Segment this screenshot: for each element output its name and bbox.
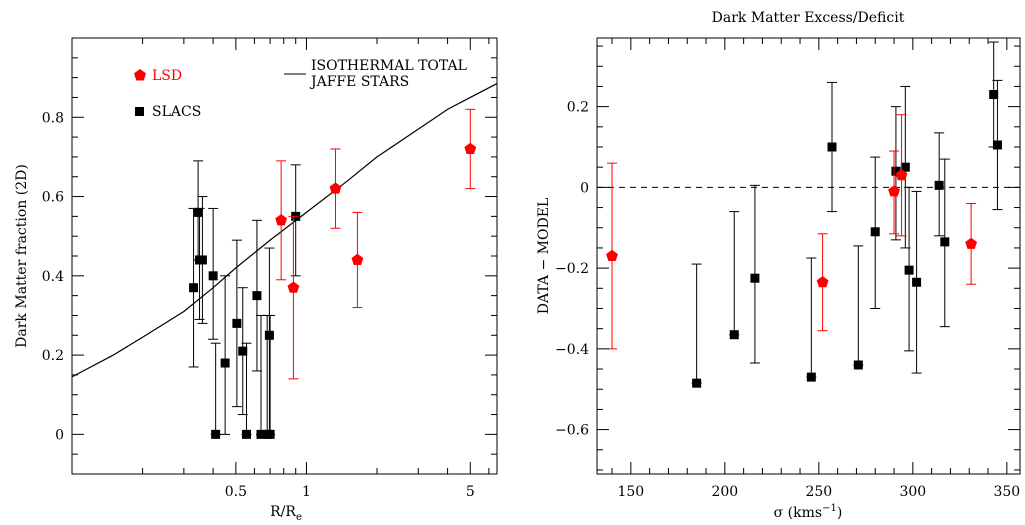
left-lsd-point xyxy=(329,182,342,194)
left-slacs-point xyxy=(252,291,262,301)
right-slacs-point xyxy=(827,142,837,152)
legend-model-label-2: JAFFE STARS xyxy=(309,74,409,90)
left-slacs-point xyxy=(208,271,218,281)
right-lsd-point xyxy=(895,169,908,181)
right-y-tick-label: −0.2 xyxy=(555,261,589,277)
left-x-tick-label: 1 xyxy=(302,484,311,500)
right-y-tick-label: −0.4 xyxy=(555,342,589,358)
right-y-tick-label: −0.6 xyxy=(555,423,589,439)
right-chart-title: Dark Matter Excess/Deficit xyxy=(712,10,905,26)
left-lsd-point xyxy=(464,142,477,154)
left-y-tick-label: 0.6 xyxy=(42,190,64,206)
legend-slacs-label: SLACS xyxy=(152,104,201,120)
left-slacs-point xyxy=(241,429,251,439)
legend-model-label-1: ISOTHERMAL TOTAL xyxy=(311,58,467,74)
right-slacs-point xyxy=(989,90,999,100)
left-slacs-point xyxy=(256,429,266,439)
left-slacs-point xyxy=(197,255,207,265)
left-slacs-point xyxy=(232,318,242,328)
right-x-axis-title: σ (kms−1) xyxy=(774,503,843,521)
right-x-tick-label: 150 xyxy=(617,484,644,500)
right-x-axis-title-end: ) xyxy=(837,505,842,521)
right-lsd-point xyxy=(888,185,900,197)
right-x-axis-title-main: σ (kms xyxy=(774,505,822,521)
left-x-axis-title-main: R/R xyxy=(270,504,296,520)
left-x-axis-title-sub: e xyxy=(296,512,302,523)
right-x-tick-label: 350 xyxy=(993,484,1020,500)
left-slacs-point xyxy=(211,429,221,439)
left-y-tick-label: 0.2 xyxy=(42,348,64,364)
right-lsd-point xyxy=(606,249,618,262)
legend-slacs-marker xyxy=(135,107,144,116)
left-y-tick-label: 0.8 xyxy=(42,110,64,126)
right-x-tick-label: 250 xyxy=(805,484,832,500)
right-x-axis-title-sup: −1 xyxy=(822,503,837,514)
right-slacs-point xyxy=(904,265,914,275)
left-slacs-point xyxy=(265,429,275,439)
left-lsd-point xyxy=(287,281,300,293)
left-slacs-point xyxy=(264,330,274,340)
right-slacs-point xyxy=(692,378,702,388)
right-lsd-point xyxy=(816,276,829,288)
right-y-tick-label: 0.2 xyxy=(567,100,589,116)
left-y-tick-label: 0.4 xyxy=(42,269,64,285)
left-lsd-point xyxy=(351,253,364,265)
left-y-tick-label: 0 xyxy=(55,427,64,443)
right-lsd-point xyxy=(965,237,978,249)
right-slacs-point xyxy=(853,360,863,370)
right-slacs-point xyxy=(900,162,910,172)
left-x-tick-label: 5 xyxy=(466,484,475,500)
left-legend: LSD SLACS ISOTHERMAL TOTAL JAFFE STARS xyxy=(134,58,467,120)
right-y-axis-title: DATA − MODEL xyxy=(536,198,552,314)
right-slacs-point xyxy=(912,277,922,287)
right-slacs-point xyxy=(806,372,816,382)
left-y-axis-title: Dark Matter fraction (2D) xyxy=(14,164,30,348)
right-slacs-point xyxy=(992,140,1002,150)
right-plot-frame xyxy=(596,37,1021,475)
left-plot-frame xyxy=(71,37,498,475)
left-slacs-point xyxy=(220,358,230,368)
left-x-axis-title: R/Re xyxy=(270,504,302,523)
right-slacs-point xyxy=(934,180,944,190)
right-slacs-point xyxy=(891,166,901,176)
left-slacs-point xyxy=(193,207,203,217)
right-x-tick-label: 300 xyxy=(899,484,926,500)
left-slacs-point xyxy=(238,346,248,356)
right-y-tick-label: 0 xyxy=(580,180,589,196)
left-lsd-point xyxy=(275,214,288,226)
left-x-tick-label: 0.5 xyxy=(225,484,247,500)
legend-lsd-label: LSD xyxy=(152,68,182,84)
model-curve xyxy=(71,83,498,378)
right-slacs-point xyxy=(940,237,950,247)
right-panel: Dark Matter Excess/Deficit 150 200 250 300 3… xyxy=(536,10,1021,521)
right-slacs-point xyxy=(750,273,760,283)
left-slacs-point xyxy=(189,283,199,293)
right-slacs-point xyxy=(729,330,739,340)
left-panel: 0.5 1 5 0 0.2 0.4 0.6 0.8 LSD SLACS ISOTHERMAL … xyxy=(14,37,498,523)
right-slacs-point xyxy=(870,227,880,237)
right-x-tick-label: 200 xyxy=(711,484,738,500)
legend-lsd-marker xyxy=(134,69,146,81)
